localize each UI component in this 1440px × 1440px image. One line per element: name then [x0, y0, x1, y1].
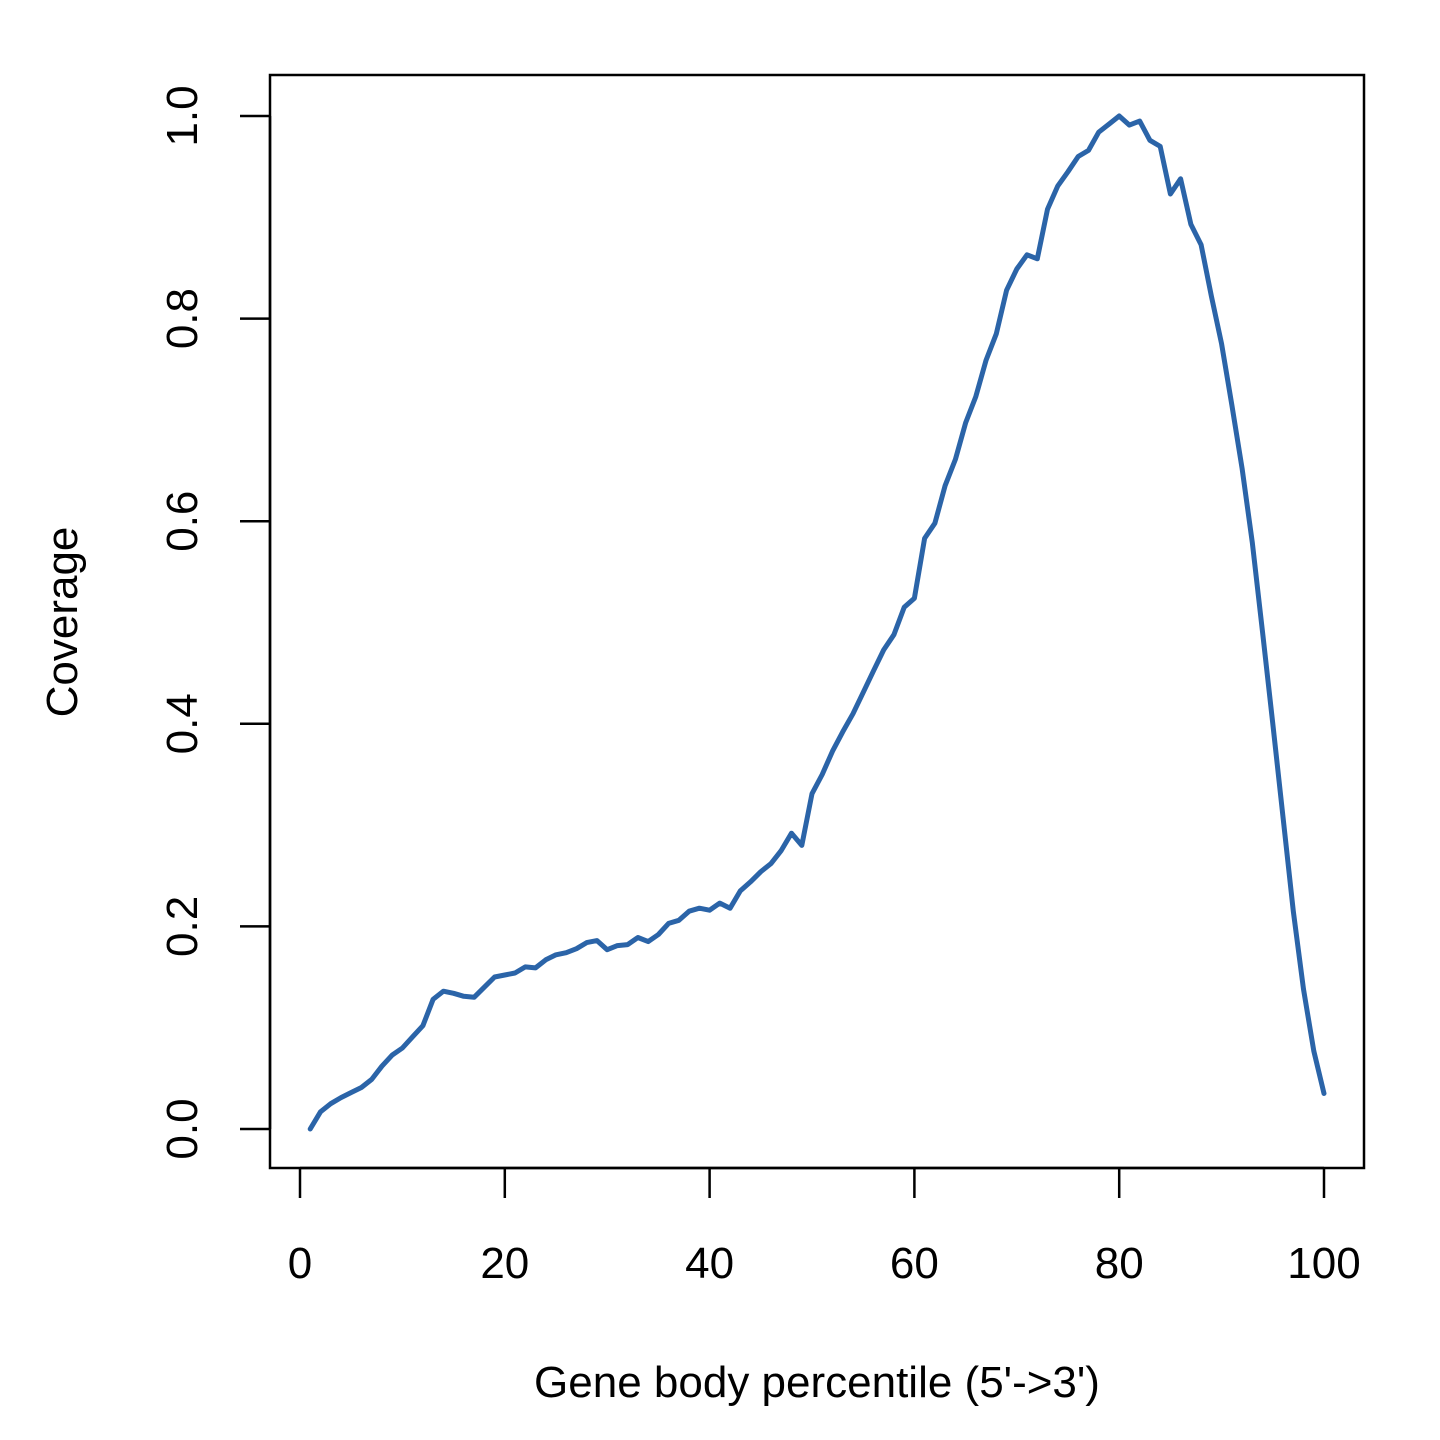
x-axis-title: Gene body percentile (5'->3'): [534, 1358, 1100, 1407]
x-tick-label: 60: [890, 1239, 939, 1288]
y-tick-label: 0.6: [158, 491, 207, 552]
coverage-series-line: [307, 113, 1327, 1132]
y-axis-title: Coverage: [38, 527, 87, 718]
y-tick-label: 1.0: [158, 85, 207, 146]
y-tick-label: 0.2: [158, 896, 207, 957]
x-tick-label: 40: [685, 1239, 734, 1288]
y-axis: 0.0 0.2 0.4 0.6 0.8 1.0: [158, 85, 272, 1160]
x-tick-label: 20: [480, 1239, 529, 1288]
x-tick-label: 0: [288, 1239, 312, 1288]
x-axis: 0 20 40 60 80 100: [288, 1166, 1361, 1288]
y-tick-label: 0.8: [158, 288, 207, 349]
y-tick-label: 0.4: [158, 693, 207, 754]
x-tick-label: 80: [1095, 1239, 1144, 1288]
y-tick-label: 0.0: [158, 1098, 207, 1159]
x-tick-label: 100: [1287, 1239, 1360, 1288]
